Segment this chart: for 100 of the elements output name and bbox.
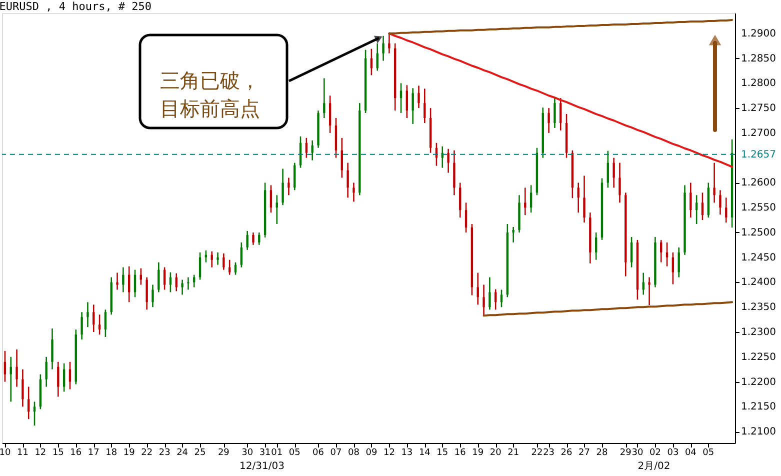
y-tick-label: 1.2750 [741, 103, 776, 114]
candlestick [577, 182, 580, 214]
text: 2月/02 [638, 461, 670, 472]
candlestick [554, 96, 556, 129]
x-tick-label: 17 [88, 448, 100, 458]
x-tick-label: 21 [508, 448, 520, 458]
candlestick [690, 182, 692, 218]
candlestick [234, 262, 237, 276]
candlestick [86, 302, 89, 328]
candlestick [116, 272, 118, 290]
y-tick-label: 1.2150 [741, 402, 776, 413]
candlestick [92, 304, 95, 333]
candlestick [122, 266, 124, 293]
x-tick-label: 11 [16, 448, 28, 458]
candlestick [146, 276, 148, 310]
candlestick [701, 192, 704, 221]
candlestick [140, 268, 142, 286]
candlestick [560, 97, 562, 132]
candlestick [104, 308, 107, 338]
candlestick [22, 368, 24, 408]
x-tick-label: 30 [242, 448, 254, 458]
candlestick [512, 226, 514, 244]
line-series [388, 32, 734, 168]
candlestick [695, 194, 698, 225]
x-tick-label: 28 [596, 448, 608, 458]
candlestick [464, 202, 468, 234]
y-tick-label: 1.2700 [741, 128, 776, 139]
candlestick [719, 190, 722, 216]
candlestick [447, 148, 450, 174]
candlestick [80, 311, 83, 340]
x-tick-label: 31 [259, 448, 271, 458]
candlestick [28, 386, 30, 420]
y-tick-label: 1.2550 [741, 202, 776, 214]
candlestick [618, 162, 621, 204]
candlestick [240, 242, 243, 268]
candlestick [400, 82, 402, 114]
candlestick [548, 107, 550, 134]
candlestick [45, 356, 48, 388]
ref-line-label: 1.2657 [741, 149, 776, 160]
x-tick-label: 12 [34, 448, 46, 458]
candlestick [725, 196, 728, 224]
y-tick-label: 1.2400 [741, 277, 776, 288]
candlestick [459, 182, 462, 218]
candlestick [98, 314, 101, 336]
x-tick-label: 05 [702, 448, 714, 458]
candlestick [282, 168, 284, 206]
y-tick-label: 1.2500 [741, 227, 776, 238]
line-series [482, 301, 734, 317]
candlestick [311, 140, 314, 161]
candlestick [4, 350, 6, 382]
x-tick-label: 06 [312, 448, 324, 458]
y-tick-label: 1.2800 [741, 78, 776, 90]
candlestick [488, 276, 491, 310]
candlestick [666, 242, 668, 267]
candlestick [524, 187, 526, 216]
chart-title: EURUSD , 4 hours, # 250 [0, 0, 152, 13]
candlestick [198, 252, 202, 280]
y-tick-label: 1.2300 [741, 327, 776, 338]
y-tick-label: 1.2250 [741, 352, 776, 363]
candlestick [476, 272, 479, 306]
candlestick [51, 328, 54, 370]
candlestick [583, 175, 586, 224]
candlestick [406, 84, 408, 119]
candlestick [152, 284, 154, 308]
x-tick-label: 13 [401, 448, 413, 458]
x-tick-label: 23 [543, 448, 555, 458]
candlestick [494, 288, 497, 310]
candlestick [388, 32, 390, 54]
x-tick-label: 08 [348, 448, 360, 458]
candlestick [210, 250, 213, 268]
y-tick-label: 1.2450 [741, 252, 776, 264]
y-tick-label: 1.2350 [741, 302, 776, 314]
y-tick-label: 1.2850 [741, 53, 776, 64]
candlestick [642, 272, 644, 296]
candlestick [594, 232, 598, 260]
candlestick [678, 246, 680, 278]
candlestick [648, 276, 650, 306]
x-tick-label: 01 [271, 448, 283, 458]
candlestick [246, 230, 248, 251]
candlestick [352, 182, 355, 202]
x-tick-label: 12 [383, 448, 395, 458]
x-tick-label: 03 [667, 448, 679, 458]
x-tick-label: 25 [194, 448, 206, 458]
candlestick [418, 85, 420, 109]
x-tick-label: 29 [620, 448, 632, 458]
candlestick [530, 184, 532, 214]
candlestick [187, 276, 190, 290]
candlestick [612, 157, 615, 188]
candlestick [382, 35, 384, 62]
candlestick [672, 252, 674, 285]
candlestick [340, 137, 343, 178]
candlestick [270, 184, 272, 214]
candlestick [228, 259, 231, 276]
candlestick [305, 137, 308, 158]
candlestick [276, 194, 278, 225]
candlestick [204, 250, 208, 263]
candlestick [258, 232, 260, 246]
candlestick [323, 78, 326, 119]
y-tick-label: 1.2200 [741, 376, 776, 388]
candlestick [288, 177, 290, 196]
